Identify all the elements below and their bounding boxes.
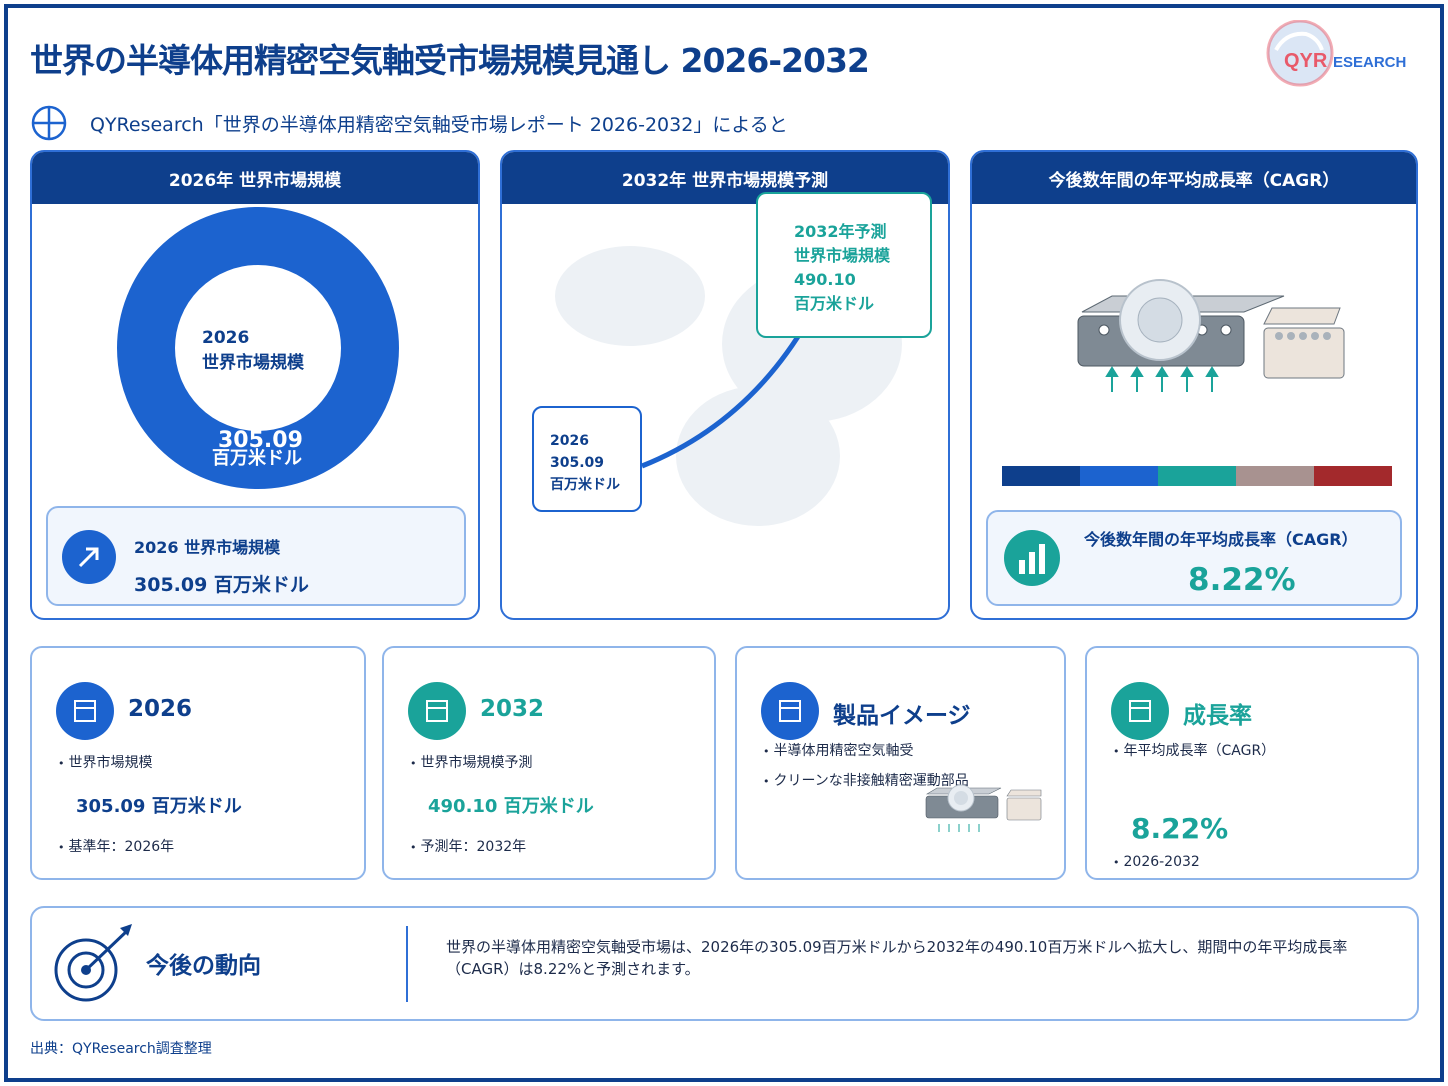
card-bullet: 半導体用精密空気軸受 [763,740,914,760]
card-value: 305.09 百万米ドル [76,796,242,817]
end-callout-title: 世界市場規模 [794,246,891,265]
donut-label-line2: 世界市場規模 [202,353,304,373]
card-title: 2032 [480,696,545,722]
growth-curve [641,320,810,469]
bar-chart-icon [1004,530,1060,586]
market-size-box: 2026 世界市場規模 305.09 百万米ドル [46,506,466,606]
arrow-up-right-icon [62,530,116,584]
color-stripe [1002,466,1392,486]
card-title: 製品イメージ [833,703,971,729]
card-title: 成長率 [1183,703,1252,729]
window-icon [408,682,466,740]
start-callout-unit: 百万米ドル [550,477,620,493]
donut-unit: 百万米ドル [212,448,302,469]
panel-header: 今後数年間の年平均成長率（CAGR） [972,152,1416,204]
qyresearch-logo: QYR ESEARCH [1266,20,1406,87]
card-value: 490.10 百万米ドル [428,796,594,817]
card-growth-rate: 成長率 年平均成長率（CAGR） 8.22% 2026-2032 [1085,646,1419,880]
outlook-section: 今後の動向 世界の半導体用精密空気軸受市場は、2026年の305.09百万米ドル… [30,906,1419,1021]
cagr-value: 8.22% [1188,562,1296,598]
end-callout: 2032年予測 世界市場規模 490.10 百万米ドル [756,192,932,338]
donut-label-line1: 2026 [202,328,250,348]
start-callout: 2026 305.09 百万米ドル [532,406,642,512]
end-callout-unit: 百万米ドル [794,294,875,313]
card-bullet: 世界市場規模 [58,752,153,772]
outlook-title: 今後の動向 [146,953,261,979]
start-callout-year: 2026 [550,433,589,449]
window-icon [1111,682,1169,740]
divider [406,926,408,1002]
donut-value: 305.09 [218,428,303,453]
logo-prefix: QYR [1284,50,1328,72]
card-bullet: 2026-2032 [1113,854,1200,870]
source-note: 出典：QYResearch調査整理 [30,1041,212,1057]
panel-header: 2026年 世界市場規模 [32,152,478,204]
card-value: 8.22% [1131,812,1229,845]
end-callout-value: 490.10 [794,270,856,289]
start-callout-value: 305.09 [550,455,605,471]
subtitle: QYResearch「世界の半導体用精密空気軸受市場レポート 2026-2032… [90,113,788,136]
window-icon [761,682,819,740]
window-icon [56,682,114,740]
card-bullet: 年平均成長率（CAGR） [1113,740,1276,760]
card-product-image: 製品イメージ 半導体用精密空気軸受 クリーンな非接触精密運動部品 [735,646,1066,880]
market-size-value: 305.09 百万米ドル [134,574,309,596]
page-frame [4,4,1444,1082]
card-bullet: クリーンな非接触精密運動部品 [763,770,969,790]
crosshair-icon [31,105,67,141]
card-bullet: 予測年：2032年 [410,836,527,856]
card-bullet: 世界市場規模予測 [410,752,533,772]
cagr-box: 今後数年間の年平均成長率（CAGR） 8.22% [986,510,1402,606]
card-bullet: 基準年：2026年 [58,836,175,856]
panel-2026-market-size: 2026年 世界市場規模 2026 世界市場規模 305.09 百万米ドル 20… [30,150,480,620]
target-icon [54,924,132,1002]
market-size-label: 2026 世界市場規模 [134,538,281,557]
cagr-label: 今後数年間の年平均成長率（CAGR） [1084,530,1358,549]
donut-chart [117,207,399,489]
card-title: 2026 [128,696,193,722]
subtitle-row: QYResearch「世界の半導体用精密空気軸受市場レポート 2026-2032… [30,104,788,142]
card-2032: 2032 世界市場規模予測 490.10 百万米ドル 予測年：2032年 [382,646,716,880]
logo-suffix: ESEARCH [1333,54,1406,71]
air-bearing-illustration [1077,279,1345,392]
panel-cagr: 今後数年間の年平均成長率（CAGR） [970,150,1418,620]
outlook-text: 世界の半導体用精密空気軸受市場は、2026年の305.09百万米ドルから2032… [446,938,1348,978]
panel-2032-forecast: 2032年 世界市場規模予測 2026 305.09 百万米ドル 2032年予測… [500,150,950,620]
air-bearing-thumbnail [925,784,1042,832]
end-callout-label: 2032年予測 [794,222,887,241]
card-2026: 2026 世界市場規模 305.09 百万米ドル 基準年：2026年 [30,646,366,880]
page-title: 世界の半導体用精密空気軸受市場規模見通し 2026-2032 [30,41,870,80]
